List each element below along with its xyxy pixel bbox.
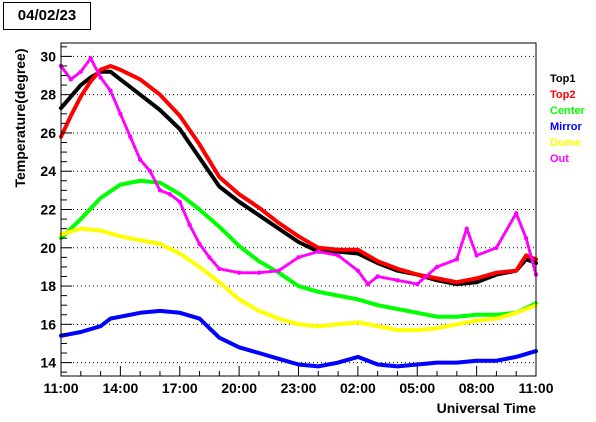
series-line-top2 [59,64,538,285]
y-tick-label: 16 [40,316,56,332]
series-point-out [434,264,440,270]
x-tick-label: 23:00 [281,380,317,396]
series-point-out [464,226,469,231]
series-point-out [514,211,519,216]
y-tick-label: 30 [40,48,56,64]
x-tick-label: 14:00 [102,380,138,396]
series-point-out [157,188,163,193]
series-line-center [59,178,538,319]
series-point-out [415,281,420,287]
date-label: 04/02/23 [3,2,91,30]
series-point-out [187,222,192,228]
series-point-out [395,278,400,283]
series-point-out [454,257,460,262]
series-point-out [375,274,380,279]
legend-entry-dome: Dome [550,137,581,149]
series-point-out [296,255,301,260]
axis-ticks: 14 16 18 20 22 24 26 28 30 11:00 14:00 17:00 20:00 23… [40,46,554,396]
series-point-out [128,134,133,139]
series-point-out [118,111,123,117]
legend: Top1 Top2 Center Mirror Dome Out [550,73,586,165]
y-tick-label: 26 [40,125,56,141]
legend-entry-center: Center [550,105,586,117]
y-tick-label: 18 [40,278,56,294]
x-tick-label: 05:00 [399,380,435,396]
series-point-out [108,88,113,94]
series-point-out [68,77,74,82]
series-line-out [59,56,538,286]
series-point-out [147,169,153,174]
x-tick-label: 11:00 [43,380,78,396]
y-tick-label: 20 [40,240,56,256]
series-point-out [167,191,173,197]
series-lines [58,56,539,369]
y-tick-label: 24 [40,163,56,179]
x-tick-label: 17:00 [162,380,198,396]
series-point-out [316,249,321,254]
y-tick-label: 14 [40,355,56,371]
series-point-out [474,253,479,258]
legend-entry-top2: Top2 [550,89,575,101]
x-tick-label: 02:00 [340,380,376,396]
series-line-mirror [59,308,538,369]
legend-entry-out: Out [550,153,569,165]
series-point-out [494,245,499,250]
series-point-out [137,157,143,162]
series-point-out [217,266,222,272]
y-tick-label: 22 [40,202,56,218]
x-axis-title: Universal Time [437,400,537,416]
legend-entry-mirror: Mirror [550,121,583,133]
series-point-out [98,75,103,80]
y-tick-label: 28 [40,87,56,103]
series-line-dome [59,226,538,333]
series-point-out [355,268,361,273]
x-tick-label: 11:00 [518,380,553,396]
series-point-out [523,236,529,241]
legend-entry-top1: Top1 [550,73,575,85]
series-point-out [276,268,281,273]
x-tick-label: 20:00 [221,380,257,396]
series-point-out [365,281,370,287]
series-point-out [78,69,83,74]
y-axis-title: Temperature(degree) [12,48,28,187]
series-line-top1 [59,69,538,287]
series-point-out [256,270,262,275]
series-point-out [177,199,182,205]
x-tick-label: 08:00 [459,380,495,396]
series-point-out [207,255,212,260]
series-point-out [88,56,93,61]
series-point-out [197,241,202,247]
series-point-out [335,253,341,258]
series-point-out [236,270,242,275]
